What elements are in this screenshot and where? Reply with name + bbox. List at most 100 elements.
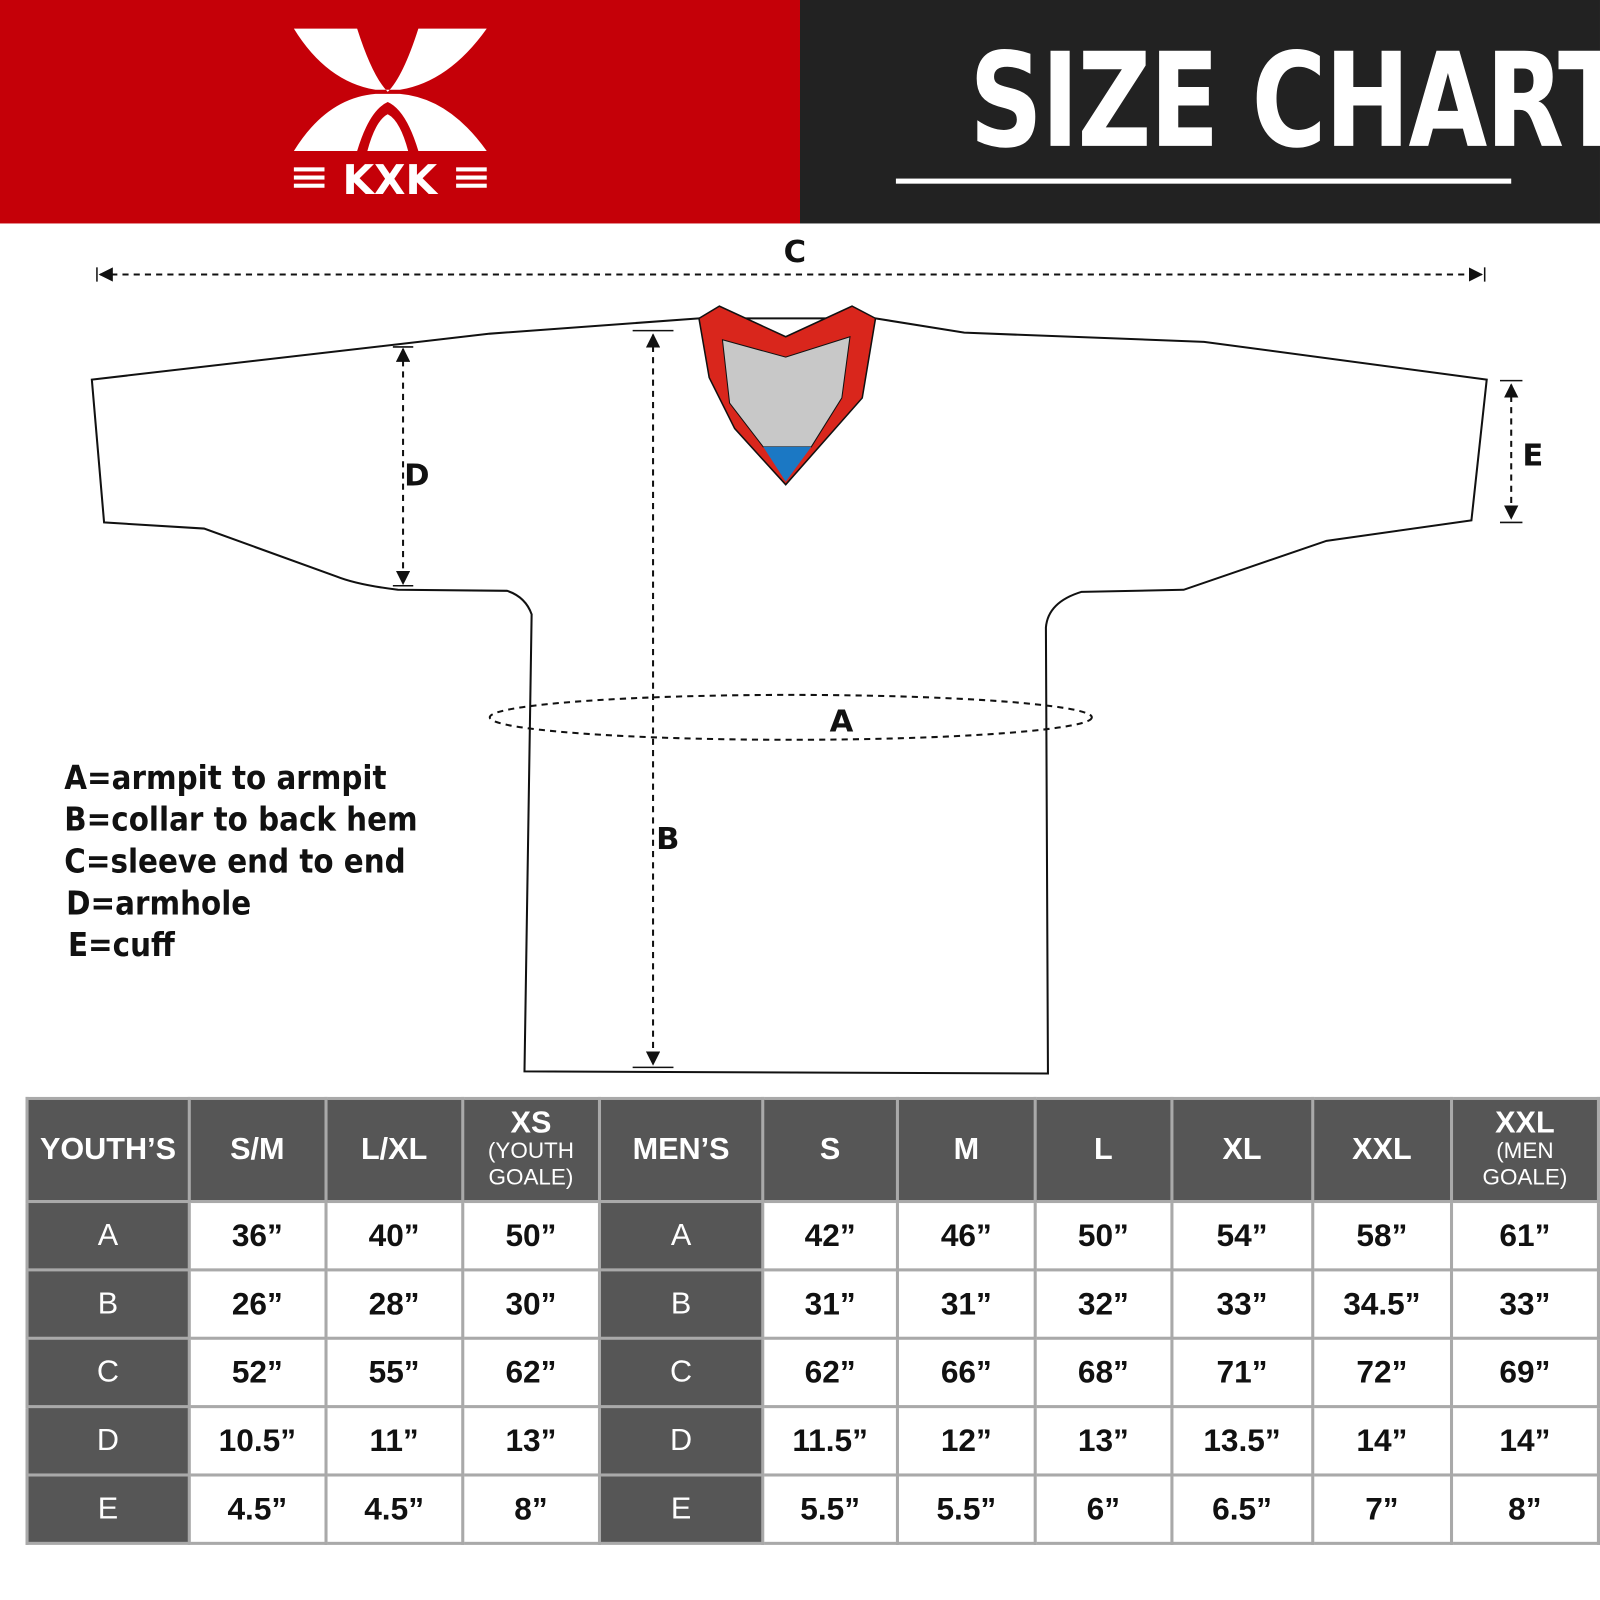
youth-value: 8” <box>460 1473 601 1545</box>
men-value: 46” <box>896 1199 1037 1272</box>
row-label: D <box>597 1405 765 1477</box>
youth-value: 62” <box>460 1336 601 1409</box>
table-row: B 26” 28” 30” B 31” 31” 32” 33” 34.5” 33” <box>25 1268 1600 1340</box>
men-value: 31” <box>761 1268 900 1340</box>
size-label: XXL <box>1352 1132 1412 1167</box>
size-label: S <box>819 1132 841 1167</box>
men-value: 6” <box>1033 1473 1174 1545</box>
youth-header-label: YOUTH’S <box>39 1132 177 1167</box>
men-value: 32” <box>1033 1268 1174 1340</box>
youth-value: 40” <box>324 1199 464 1272</box>
youth-value: 10.5” <box>187 1405 328 1477</box>
dimension-a <box>488 693 1093 741</box>
men-value: 14” <box>1449 1405 1600 1477</box>
label-c: C <box>783 234 807 271</box>
measurement-legend: A=armpit to armpit B=collar to back hem … <box>64 757 417 966</box>
men-value: 7” <box>1310 1473 1453 1545</box>
legend-item: B=collar to back hem <box>64 799 418 839</box>
men-size-header: M <box>896 1096 1037 1204</box>
men-value: 8” <box>1449 1473 1600 1545</box>
men-value: 50” <box>1033 1199 1174 1272</box>
row-label: B <box>597 1268 765 1340</box>
row-label: E <box>597 1473 765 1545</box>
row-label: B <box>25 1268 191 1340</box>
men-value: 5.5” <box>896 1473 1037 1545</box>
youth-value: 55” <box>324 1336 464 1409</box>
men-value: 58” <box>1310 1199 1453 1272</box>
youth-value: 52” <box>187 1336 328 1409</box>
size-label: XXL <box>1495 1106 1555 1140</box>
youth-value: 11” <box>324 1405 464 1477</box>
youth-size-header: L/XL <box>324 1096 464 1204</box>
table-row: A 36” 40” 50” A 42” 46” 50” 54” 58” 61” <box>25 1199 1600 1272</box>
legend-item: C=sleeve end to end <box>64 841 406 881</box>
men-size-header: XXL (MEN GOALE) <box>1449 1096 1600 1204</box>
men-value: 54” <box>1170 1199 1315 1272</box>
table-row: D 10.5” 11” 13” D 11.5” 12” 13” 13.5” 14” 14” <box>25 1405 1600 1477</box>
men-header: MEN’S <box>597 1096 765 1204</box>
row-label: A <box>25 1199 191 1272</box>
table-row: C 52” 55” 62” C 62” 66” 68” 71” 72” 69” <box>25 1336 1600 1409</box>
collar-tip <box>763 446 812 482</box>
men-value: 66” <box>896 1336 1037 1409</box>
youth-value: 36” <box>187 1199 328 1272</box>
youth-value: 26” <box>187 1268 328 1340</box>
size-label: S/M <box>230 1132 285 1167</box>
size-label: M <box>953 1132 980 1167</box>
men-value: 61” <box>1449 1199 1600 1272</box>
label-e: E <box>1522 437 1544 474</box>
legend-item: E=cuff <box>67 925 175 965</box>
row-label: C <box>25 1336 191 1409</box>
label-d: D <box>404 458 430 494</box>
row-label: D <box>25 1405 191 1477</box>
collar-inner <box>721 336 851 448</box>
youth-value: 13” <box>460 1405 601 1477</box>
men-value: 33” <box>1170 1268 1315 1340</box>
legend-item: D=armhole <box>66 883 252 923</box>
size-label: XS <box>510 1106 552 1140</box>
men-value: 13.5” <box>1170 1405 1315 1477</box>
men-value: 62” <box>761 1336 900 1409</box>
men-value: 12” <box>896 1405 1037 1477</box>
brand-banner: KXK <box>0 0 800 224</box>
youth-header: YOUTH’S <box>25 1096 191 1204</box>
size-sublabel: (MEN GOALE) <box>1482 1137 1568 1190</box>
row-label: E <box>25 1473 191 1545</box>
men-value: 34.5” <box>1310 1268 1453 1340</box>
men-value: 33” <box>1449 1268 1600 1340</box>
men-value: 11.5” <box>761 1405 900 1477</box>
men-size-header: S <box>761 1096 900 1204</box>
men-value: 68” <box>1033 1336 1174 1409</box>
title-underline <box>895 178 1512 184</box>
table-row: E 4.5” 4.5” 8” E 5.5” 5.5” 6” 6.5” 7” 8” <box>25 1473 1600 1545</box>
youth-value: 30” <box>460 1268 601 1340</box>
size-sublabel: (YOUTH GOALE) <box>487 1137 574 1190</box>
men-value: 42” <box>761 1199 900 1272</box>
kxk-logo: KXK <box>293 28 487 204</box>
men-header-label: MEN’S <box>632 1132 730 1167</box>
men-value: 5.5” <box>761 1473 900 1545</box>
table-header-row: YOUTH’S S/M L/XL XS (YOUTH GOALE) MEN’S S M L XL X… <box>25 1096 1600 1204</box>
row-label: A <box>597 1199 765 1272</box>
men-value: 69” <box>1449 1336 1600 1409</box>
legend-item: A=armpit to armpit <box>64 758 387 797</box>
youth-value: 50” <box>460 1199 601 1272</box>
youth-size-header: S/M <box>187 1096 328 1204</box>
size-table: YOUTH’S S/M L/XL XS (YOUTH GOALE) MEN’S S M L XL X… <box>25 1096 1600 1545</box>
size-label: XL <box>1222 1132 1262 1167</box>
men-size-header: L <box>1033 1096 1174 1204</box>
youth-value: 4.5” <box>324 1473 464 1545</box>
title-banner <box>799 0 1600 224</box>
men-value: 6.5” <box>1170 1473 1315 1545</box>
size-label: L <box>1094 1132 1113 1167</box>
men-value: 31” <box>896 1268 1037 1340</box>
jersey-diagram <box>90 267 1523 1075</box>
men-size-header: XXL <box>1310 1096 1453 1204</box>
youth-value: 28” <box>324 1268 464 1340</box>
label-a: A <box>829 704 854 740</box>
men-value: 72” <box>1310 1336 1453 1409</box>
logo-text: KXK <box>342 156 438 204</box>
youth-size-header: XS (YOUTH GOALE) <box>460 1096 601 1204</box>
men-value: 71” <box>1170 1336 1315 1409</box>
row-label: C <box>597 1336 765 1409</box>
